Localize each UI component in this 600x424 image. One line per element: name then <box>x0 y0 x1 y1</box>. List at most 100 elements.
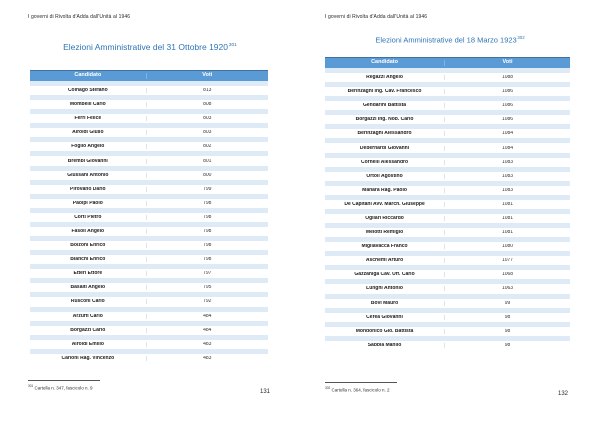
section-title-text: Elezioni Amministrative del 31 Ottobre 1… <box>63 42 228 52</box>
votes-value: 1063 <box>501 286 514 292</box>
candidate-name: Pirovano Dario <box>30 186 147 192</box>
table-row: Borgazzi Carlo 484 <box>30 320 268 335</box>
table-row: Berinzaghi Alessandro 1084 <box>325 124 570 139</box>
candidate-name: Aschemi Arturo <box>325 258 446 264</box>
table-header-row: Candidato Voti <box>325 57 570 68</box>
column-header-votes: Voti <box>202 72 213 79</box>
row-band <box>30 221 268 227</box>
table-row: Ferri Felice 803 <box>30 109 268 124</box>
page-left: I governi di Rivolta d'Adda dall'Unità a… <box>0 14 300 395</box>
column-header-votes: Voti <box>502 59 513 66</box>
footnote-text: Cartella n. 364, fascicolo n. 2 <box>331 387 390 393</box>
votes-value: 484 <box>203 327 212 333</box>
results-table: Candidato Voti Regazzi Angelo 1088 Berinza… <box>325 57 570 350</box>
row-band <box>325 335 570 341</box>
section-title: Elezioni Amministrative del 31 Ottobre 1… <box>0 42 300 52</box>
candidate-name: Gendarini Battista <box>325 103 446 109</box>
table-row: Paolpi Paolo 798 <box>30 193 268 208</box>
table-row: Pirovano Dario 799 <box>30 179 268 194</box>
candidate-name: Colnago Stefano <box>30 88 147 94</box>
votes-value: 792 <box>203 299 212 305</box>
row-band <box>325 82 570 88</box>
table-row: Cerea Giovanni 98 <box>325 307 570 322</box>
votes-value: 1088 <box>501 75 514 81</box>
running-header: I governi di Rivolta d'Adda dall'Unità a… <box>28 14 131 20</box>
results-table: Candidato Voti Colnago Stefano 813 Mombell… <box>30 70 268 363</box>
candidate-name: Bolzoni Enrico <box>30 243 147 249</box>
footnote-text: Cartella n. 347, fascicolo n. 9 <box>34 385 93 391</box>
row-band <box>30 250 268 256</box>
votes-value: 484 <box>203 313 212 319</box>
candidate-name: Airoldi Emilio <box>30 341 147 347</box>
footnote-reference: 301 <box>228 43 237 49</box>
row-band <box>325 321 570 327</box>
row-band <box>325 110 570 116</box>
footnote-marker: 301 <box>28 384 34 388</box>
table-row: Cornelli Alessandro 1083 <box>325 152 570 167</box>
footnote: 301 Cartella n. 347, fascicolo n. 9 <box>28 384 93 391</box>
votes-value: 803 <box>203 130 212 136</box>
footnote-separator <box>325 382 397 383</box>
row-band <box>30 292 268 298</box>
candidate-name: Ogliari Riccardo <box>325 215 446 221</box>
candidate-name: Lunghi Antonio <box>325 286 446 292</box>
candidate-name: Mondonico Gio. Battista <box>325 328 446 334</box>
votes-value: 798 <box>203 200 212 206</box>
candidate-name: Manara Rag. Paolo <box>325 187 446 193</box>
candidate-name: Arzuffi Carlo <box>30 313 147 319</box>
candidate-name: Brembi Giovanni <box>30 158 147 164</box>
votes-value: 813 <box>203 88 212 94</box>
table-row: Lunghi Antonio 1063 <box>325 279 570 294</box>
candidate-name: Mombelli Carlo <box>30 102 147 108</box>
table-row: Brembi Giovanni 801 <box>30 151 268 166</box>
row-band <box>325 223 570 229</box>
candidate-name: Sabbia Manlio <box>325 342 446 348</box>
votes-value: 98 <box>504 314 511 320</box>
section-title-text: Elezioni Amministrative del 18 Marzo 192… <box>375 35 517 45</box>
footnote: 302 Cartella n. 364, fascicolo n. 2 <box>325 386 390 393</box>
candidate-name: Bianchi Enrico <box>30 257 147 263</box>
table-row: Ortoli Agostino 1083 <box>325 166 570 181</box>
page-right: I governi di Rivolta d'Adda dall'Unità a… <box>300 0 600 424</box>
votes-value: 798 <box>203 257 212 263</box>
section-title: Elezioni Amministrative del 18 Marzo 192… <box>300 35 600 45</box>
row-band <box>325 237 570 243</box>
votes-value: 1083 <box>501 159 514 165</box>
row-band <box>325 96 570 102</box>
votes-value: 798 <box>203 228 212 234</box>
table-row: Borgazzi Ing. Nob. Carlo 1086 <box>325 110 570 125</box>
votes-value: 798 <box>203 243 212 249</box>
table-row: Manara Rag. Paolo 1083 <box>325 180 570 195</box>
row-band <box>30 278 268 284</box>
votes-value: 98 <box>504 328 511 334</box>
table-row: Regazzi Angelo 1088 <box>325 68 570 83</box>
candidate-name: Etteri Ettore <box>30 271 147 277</box>
table-row: Bolzoni Enrico 798 <box>30 236 268 251</box>
row-band <box>30 236 268 242</box>
table-row: Airoldi Emilio 483 <box>30 334 268 349</box>
row-band <box>30 165 268 171</box>
table-row: Mombelli Carlo 808 <box>30 95 268 110</box>
candidate-name: Paolpi Paolo <box>30 200 147 206</box>
row-band <box>30 348 268 354</box>
candidate-name: Giussani Antonio <box>30 172 147 178</box>
candidate-name: Ferri Felice <box>30 116 147 122</box>
votes-value: 99 <box>504 300 511 306</box>
table-row: Airoldi Giulio 803 <box>30 123 268 138</box>
votes-value: 1086 <box>501 117 514 123</box>
row-band <box>325 194 570 200</box>
row-band <box>325 124 570 130</box>
table-row: Gazzaniga Cav. Uff. Carlo 1068 <box>325 265 570 280</box>
candidate-name: Regazzi Angelo <box>325 75 446 81</box>
votes-value: 1068 <box>501 272 514 278</box>
candidate-name: Berinzaghi Alessandro <box>325 131 446 137</box>
table-row: Arzuffi Carlo 484 <box>30 306 268 321</box>
footnote-reference: 302 <box>517 35 525 40</box>
table-row: Migliavacca Franco 1080 <box>325 237 570 252</box>
votes-value: 1081 <box>501 230 514 236</box>
candidate-name: Bovi Mauro <box>325 300 446 306</box>
table-row: Debernardi Giovanni 1084 <box>325 138 570 153</box>
row-band <box>325 180 570 186</box>
row-band <box>30 95 268 101</box>
votes-value: 799 <box>203 186 212 192</box>
